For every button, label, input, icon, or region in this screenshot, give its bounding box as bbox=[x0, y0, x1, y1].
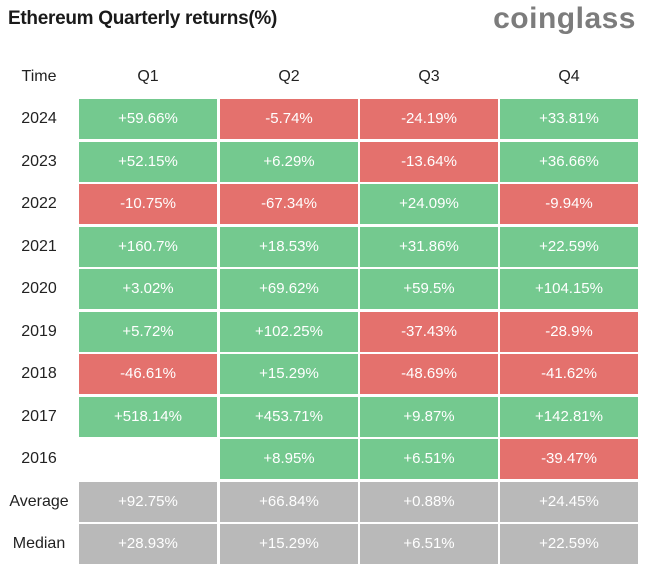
return-cell: +24.09% bbox=[360, 184, 498, 224]
return-cell: +15.29% bbox=[220, 354, 358, 394]
row-label-2019: 2019 bbox=[21, 323, 57, 340]
return-cell: +142.81% bbox=[500, 397, 638, 437]
return-cell: -37.43% bbox=[360, 312, 498, 352]
return-cell: +18.53% bbox=[220, 227, 358, 267]
return-cell: -5.74% bbox=[220, 99, 358, 139]
return-cell: +59.66% bbox=[79, 99, 217, 139]
row-label-average: Average bbox=[9, 493, 69, 510]
row-label-2020: 2020 bbox=[21, 280, 57, 297]
column-header-q1: Q1 bbox=[137, 68, 159, 85]
return-cell: +22.59% bbox=[500, 524, 638, 564]
return-cell: -46.61% bbox=[79, 354, 217, 394]
return-cell: +9.87% bbox=[360, 397, 498, 437]
return-cell: +3.02% bbox=[79, 269, 217, 309]
return-cell: +33.81% bbox=[500, 99, 638, 139]
return-cell: -48.69% bbox=[360, 354, 498, 394]
return-cell: +92.75% bbox=[79, 482, 217, 522]
return-cell: -9.94% bbox=[500, 184, 638, 224]
row-label-2016: 2016 bbox=[21, 450, 57, 467]
return-cell: +518.14% bbox=[79, 397, 217, 437]
return-cell: +6.29% bbox=[220, 142, 358, 182]
return-cell: +31.86% bbox=[360, 227, 498, 267]
return-cell: -13.64% bbox=[360, 142, 498, 182]
return-cell: -24.19% bbox=[360, 99, 498, 139]
return-cell: +160.7% bbox=[79, 227, 217, 267]
brand-logo: coinglass bbox=[493, 2, 636, 35]
return-cell: +22.59% bbox=[500, 227, 638, 267]
row-label-2021: 2021 bbox=[21, 238, 57, 255]
column-header-q3: Q3 bbox=[418, 68, 440, 85]
return-cell: +15.29% bbox=[220, 524, 358, 564]
column-header-time: Time bbox=[21, 68, 57, 85]
column-header-q4: Q4 bbox=[558, 68, 580, 85]
return-cell: +36.66% bbox=[500, 142, 638, 182]
return-cell: +6.51% bbox=[360, 524, 498, 564]
return-cell: +102.25% bbox=[220, 312, 358, 352]
row-label-2017: 2017 bbox=[21, 408, 57, 425]
return-cell: +24.45% bbox=[500, 482, 638, 522]
return-cell bbox=[79, 439, 217, 479]
row-label-2018: 2018 bbox=[21, 365, 57, 382]
column-header-q2: Q2 bbox=[278, 68, 300, 85]
return-cell: +69.62% bbox=[220, 269, 358, 309]
return-cell: -67.34% bbox=[220, 184, 358, 224]
return-cell: -28.9% bbox=[500, 312, 638, 352]
return-cell: +6.51% bbox=[360, 439, 498, 479]
return-cell: +59.5% bbox=[360, 269, 498, 309]
return-cell: -41.62% bbox=[500, 354, 638, 394]
return-cell: +52.15% bbox=[79, 142, 217, 182]
return-cell: +104.15% bbox=[500, 269, 638, 309]
return-cell: +453.71% bbox=[220, 397, 358, 437]
return-cell: +5.72% bbox=[79, 312, 217, 352]
return-cell: +28.93% bbox=[79, 524, 217, 564]
return-cell: +8.95% bbox=[220, 439, 358, 479]
return-cell: +66.84% bbox=[220, 482, 358, 522]
row-label-2024: 2024 bbox=[21, 110, 57, 127]
row-label-median: Median bbox=[12, 535, 66, 552]
return-cell: -39.47% bbox=[500, 439, 638, 479]
row-label-2023: 2023 bbox=[21, 153, 57, 170]
chart-title: Ethereum Quarterly returns(%) bbox=[8, 8, 277, 29]
return-cell: -10.75% bbox=[79, 184, 217, 224]
return-cell: +0.88% bbox=[360, 482, 498, 522]
row-label-2022: 2022 bbox=[21, 195, 57, 212]
